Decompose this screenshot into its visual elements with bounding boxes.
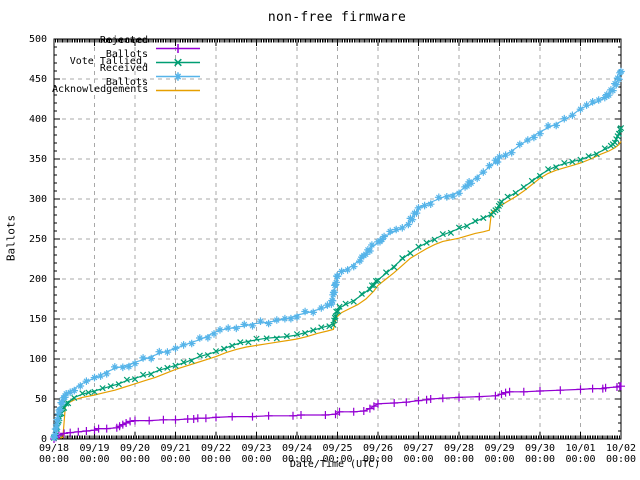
legend-item-vote-tallied: Vote Tallied, (52, 55, 202, 69)
x-tick-time: 00:00 (524, 454, 556, 465)
x-tick-label: 09/18 00:00 (33, 443, 75, 465)
x-tick-label: 09/19 00:00 (74, 443, 116, 465)
x-tick-label: 09/23 00:00 (236, 443, 278, 465)
legend: Rejected Ballots Vote Tallied, Received Ba… (52, 35, 202, 97)
x-tick-label: 09/21 00:00 (155, 443, 197, 465)
legend-label: Vote Tallied, (69, 56, 148, 67)
x-tick-time: 00:00 (200, 454, 232, 465)
x-tick-date: 09/20 (119, 443, 151, 454)
x-tick-time: 00:00 (79, 454, 110, 465)
x-tick-time: 00:00 (362, 454, 394, 465)
x-tick-date: 09/24 (281, 443, 313, 454)
x-tick-date: 09/23 (241, 443, 272, 454)
legend-line (156, 58, 200, 66)
x-tick-date: 09/25 (322, 443, 353, 454)
legend-label: Rejected Ballots (99, 35, 148, 60)
x-tick-label: 09/25 00:00 (317, 443, 359, 465)
x-tick-label: 09/20 00:00 (114, 443, 156, 465)
plot-border (53, 38, 622, 440)
series-received-ballots-markers (50, 67, 625, 442)
x-tick-label: 09/24 00:00 (276, 443, 318, 465)
legend-line (156, 71, 200, 81)
y-tick-label: 250 (28, 233, 47, 245)
y-tick-label: 50 (34, 393, 47, 405)
x-tick-label: 10/01 00:00 (560, 443, 602, 465)
legend-line-sample-received-ballots (156, 71, 200, 81)
y-tick-label: 150 (28, 313, 47, 325)
x-tick-date: 09/28 (443, 443, 475, 454)
x-tick-label: 10/02 00:00 (600, 443, 640, 465)
x-tick-date: 10/02 (605, 443, 637, 454)
legend-item-received-ballots: Received Ballots (52, 63, 202, 88)
y-tick-label: 500 (28, 33, 47, 45)
x-tick-label: 09/26 00:00 (357, 443, 399, 465)
legend-item-rejected-ballots: Rejected Ballots (52, 35, 202, 60)
y-tick-label: 200 (28, 273, 47, 285)
x-tick-time: 00:00 (443, 454, 475, 465)
x-tick-label: 09/22 00:00 (195, 443, 237, 465)
x-tick-date: 09/21 (160, 443, 191, 454)
chart-title: non-free firmware (267, 10, 407, 25)
x-axis-label: Date/Time (UTC) (289, 459, 381, 470)
x-tick-time: 00:00 (565, 454, 596, 465)
y-tick-label: 100 (28, 353, 47, 365)
y-tick-label: 450 (28, 73, 47, 85)
legend-line-sample-vote-tallied (156, 58, 200, 66)
legend-item-acknowledgements: Acknowledgements (52, 83, 202, 97)
x-tick-date: 09/18 (38, 443, 70, 454)
x-tick-time: 00:00 (241, 454, 272, 465)
y-tick-label: 400 (28, 113, 47, 125)
x-tick-date: 09/29 (484, 443, 515, 454)
x-tick-date: 09/27 (403, 443, 434, 454)
x-tick-label: 09/28 00:00 (438, 443, 480, 465)
x-tick-time: 00:00 (119, 454, 151, 465)
legend-line (156, 43, 200, 53)
series-acknowledgements-line (53, 141, 622, 440)
y-tick-label: 300 (28, 193, 47, 205)
x-tick-time: 00:00 (281, 454, 313, 465)
x-tick-time: 00:00 (605, 454, 637, 465)
x-tick-date: 09/26 (362, 443, 394, 454)
x-tick-label: 09/30 00:00 (519, 443, 561, 465)
x-tick-date: 09/22 (200, 443, 232, 454)
x-tick-time: 00:00 (484, 454, 515, 465)
y-tick-label: 350 (28, 153, 47, 165)
grid-lines (54, 39, 621, 439)
x-tick-time: 00:00 (38, 454, 70, 465)
x-tick-label: 09/29 00:00 (479, 443, 521, 465)
legend-line-sample-rejected-ballots (156, 43, 200, 53)
x-tick-date: 09/30 (524, 443, 556, 454)
y-tick-label: 0 (40, 433, 47, 445)
legend-label: Acknowledgements (52, 84, 149, 95)
x-tick-time: 00:00 (160, 454, 191, 465)
legend-label: Received Ballots (99, 63, 148, 88)
x-tick-date: 10/01 (565, 443, 596, 454)
x-tick-time: 00:00 (403, 454, 434, 465)
x-tick-label: 09/27 00:00 (398, 443, 440, 465)
x-tick-time: 00:00 (322, 454, 353, 465)
legend-line-sample-acknowledgements (156, 89, 200, 91)
x-tick-date: 09/19 (79, 443, 110, 454)
